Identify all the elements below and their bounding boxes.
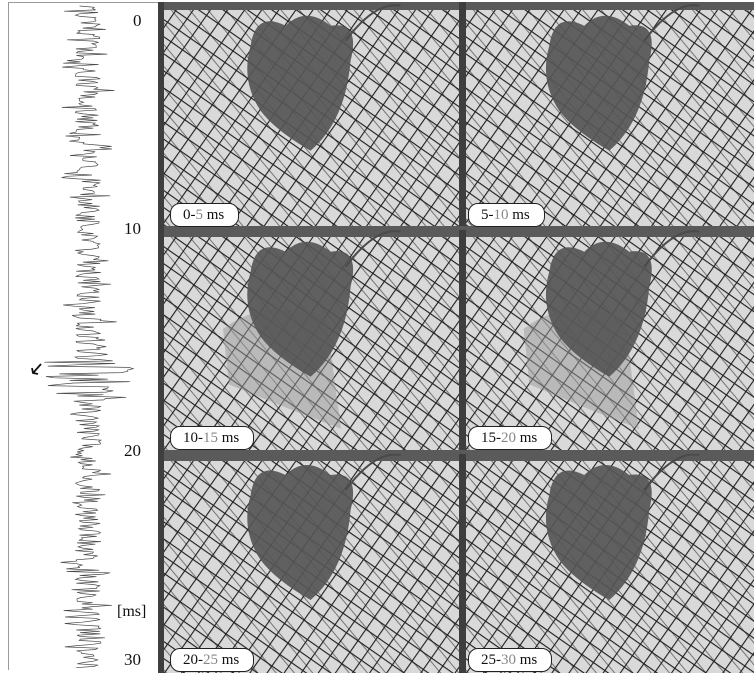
row-separator-1 — [164, 226, 754, 230]
tick-label-10: 10 — [124, 219, 141, 238]
video-frame-5-10 — [466, 2, 754, 227]
tick-label-20: 20 — [124, 441, 141, 460]
frame-label-5-10: 5-10 ms — [468, 203, 545, 227]
video-frame-20-25 — [164, 453, 459, 673]
event-arrow-icon — [31, 363, 42, 375]
frame-label-0-5: 0-5 ms — [170, 203, 240, 227]
column-separator — [459, 2, 466, 673]
signal-trace — [44, 5, 135, 669]
video-frame-25-30 — [466, 453, 754, 673]
left-frame-border — [158, 2, 164, 673]
video-frame-10-15 — [164, 229, 459, 451]
time-unit-label: [ms] — [117, 603, 147, 620]
frame-label-20-25: 20-25 ms — [170, 648, 255, 672]
tick-label-0: 0 — [133, 11, 142, 30]
strip-top-border — [8, 2, 158, 3]
strip-left-border — [8, 2, 9, 670]
video-frame-0-5 — [164, 2, 459, 227]
video-frame-15-20 — [466, 229, 754, 451]
frame-label-10-15: 10-15 ms — [170, 426, 255, 450]
row-separator-2 — [164, 450, 754, 454]
frame-label-15-20: 15-20 ms — [468, 426, 553, 450]
frame-label-25-30: 25-30 ms — [468, 648, 553, 672]
tick-label-30: 30 — [124, 650, 141, 669]
